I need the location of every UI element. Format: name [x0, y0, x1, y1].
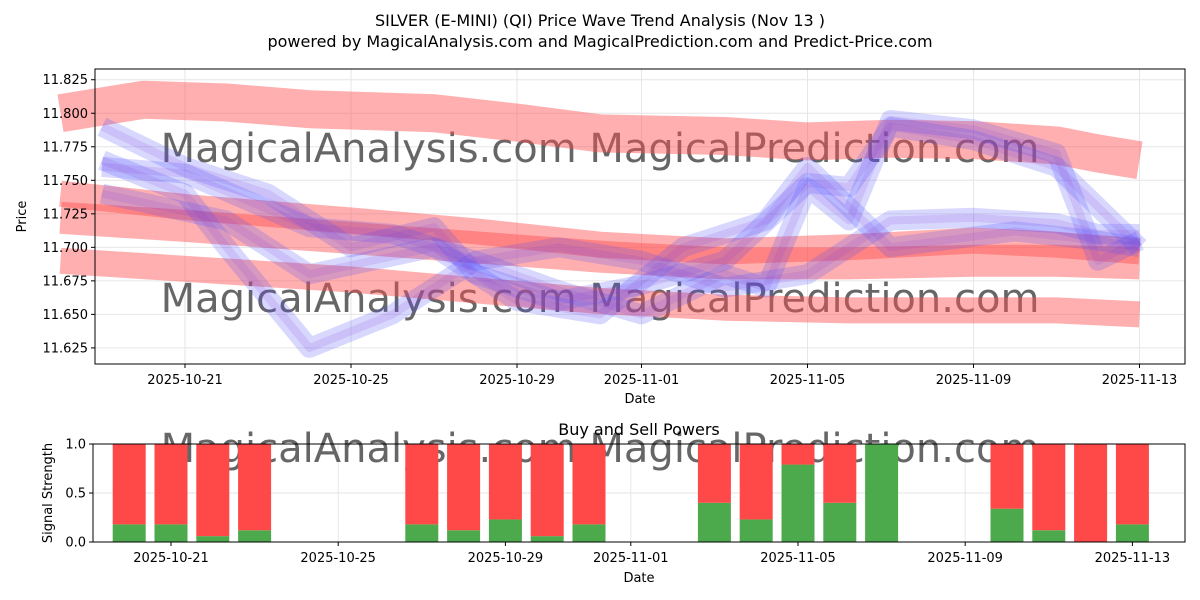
- bottom-chart-title: Buy and Sell Powers: [558, 420, 720, 439]
- top-plot-frame: [94, 68, 1186, 365]
- bottom-x-tick-label: 2025-10-25: [300, 551, 376, 566]
- blue-wave-wave-1: [98, 110, 1144, 358]
- buy-bar: [488, 519, 522, 542]
- top-y-tick-label: 11.700: [43, 241, 89, 256]
- sell-bar: [1032, 444, 1066, 531]
- sell-bar: [405, 444, 439, 525]
- sell-bar: [823, 444, 857, 503]
- bottom-x-tick-label: 2025-11-01: [593, 551, 669, 566]
- top-x-tick-label: 2025-11-05: [770, 373, 846, 388]
- top-y-tick-label: 11.775: [43, 140, 89, 155]
- buy-bar: [238, 530, 272, 542]
- buy-bar: [1032, 530, 1066, 542]
- top-y-tick-label: 11.650: [43, 308, 89, 323]
- top-y-tick-label: 11.675: [43, 274, 89, 289]
- chart-subtitle: powered by MagicalAnalysis.com and Magic…: [267, 32, 932, 51]
- sell-bar: [739, 444, 773, 520]
- sell-bar: [154, 444, 188, 525]
- buy-bar: [112, 524, 146, 542]
- buy-bar: [823, 502, 857, 542]
- top-x-tick-label: 2025-11-13: [1102, 373, 1178, 388]
- buy-bar: [530, 536, 564, 542]
- blue-wave-core-wave-3: [101, 162, 1140, 292]
- sell-bar: [112, 444, 146, 525]
- price-wave-panel: MagicalAnalysis.com MagicalPrediction.co…: [15, 68, 1186, 407]
- buy-bar: [990, 508, 1024, 542]
- top-y-tick-label: 11.750: [43, 174, 89, 189]
- blue-wave-core-wave-1: [100, 116, 1142, 352]
- buy-bar: [739, 519, 773, 542]
- buy-bar: [1115, 524, 1149, 542]
- bottom-x-axis-label: Date: [623, 571, 654, 586]
- sell-bar: [572, 444, 606, 525]
- bottom-x-tick-label: 2025-11-05: [760, 551, 836, 566]
- top-x-tick-label: 2025-10-25: [313, 373, 389, 388]
- red-trend-band-lower: [59, 247, 1141, 328]
- red-trend-band-mid-upper: [59, 180, 1141, 265]
- sell-bar: [488, 444, 522, 520]
- bottom-y-tick-label: 1.0: [65, 438, 86, 453]
- sell-bar: [781, 444, 815, 465]
- sell-bar: [990, 444, 1024, 509]
- top-y-tick-label: 11.825: [43, 73, 89, 88]
- bottom-y-axis-label: Signal Strength: [41, 443, 56, 543]
- top-y-tick-label: 11.625: [43, 341, 89, 356]
- watermark-text: MagicalAnalysis.com MagicalPrediction.co…: [161, 126, 1040, 172]
- chart-title: SILVER (E-MINI) (QI) Price Wave Trend An…: [375, 11, 825, 30]
- blue-wave-wave-3: [101, 156, 1140, 298]
- buy-bar: [196, 536, 230, 542]
- blue-wave-core-wave-4: [101, 162, 1141, 319]
- red-trend-band-upper: [57, 80, 1143, 179]
- buy-bar: [697, 502, 731, 542]
- buy-bar: [781, 464, 815, 542]
- bottom-x-tick-label: 2025-10-29: [468, 551, 544, 566]
- buy-bar: [572, 524, 606, 542]
- top-x-axis-label: Date: [624, 392, 655, 407]
- bottom-y-tick-label: 0.5: [65, 487, 86, 502]
- sell-bar: [447, 444, 481, 531]
- top-x-tick-label: 2025-11-01: [604, 373, 680, 388]
- buy-bar: [865, 444, 899, 542]
- blue-wave-core-wave-2: [100, 122, 1143, 305]
- bottom-y-tick-label: 0.0: [65, 536, 86, 551]
- buy-bar: [447, 530, 481, 542]
- blue-wave-wave-2: [97, 116, 1147, 311]
- sell-bar: [530, 444, 564, 537]
- sell-bar: [1074, 444, 1108, 542]
- bottom-x-tick-label: 2025-10-21: [133, 551, 209, 566]
- sell-bar: [238, 444, 272, 531]
- top-x-tick-label: 2025-10-21: [147, 373, 223, 388]
- buy-bar: [405, 524, 439, 542]
- buy-bar: [154, 524, 188, 542]
- red-trend-band-mid: [59, 201, 1141, 280]
- top-x-tick-label: 2025-10-29: [479, 373, 555, 388]
- bottom-x-tick-label: 2025-11-13: [1095, 551, 1171, 566]
- sell-bar: [196, 444, 230, 537]
- top-y-axis-label: Price: [15, 201, 30, 233]
- top-y-tick-label: 11.725: [43, 207, 89, 222]
- sell-bar: [1115, 444, 1149, 525]
- sell-bar: [697, 444, 731, 503]
- watermark-text: MagicalAnalysis.com MagicalPrediction.co…: [161, 276, 1040, 322]
- blue-wave-wave-4: [99, 156, 1142, 325]
- bottom-x-tick-label: 2025-11-09: [927, 551, 1003, 566]
- top-x-tick-label: 2025-11-09: [936, 373, 1012, 388]
- top-y-tick-label: 11.800: [43, 107, 89, 122]
